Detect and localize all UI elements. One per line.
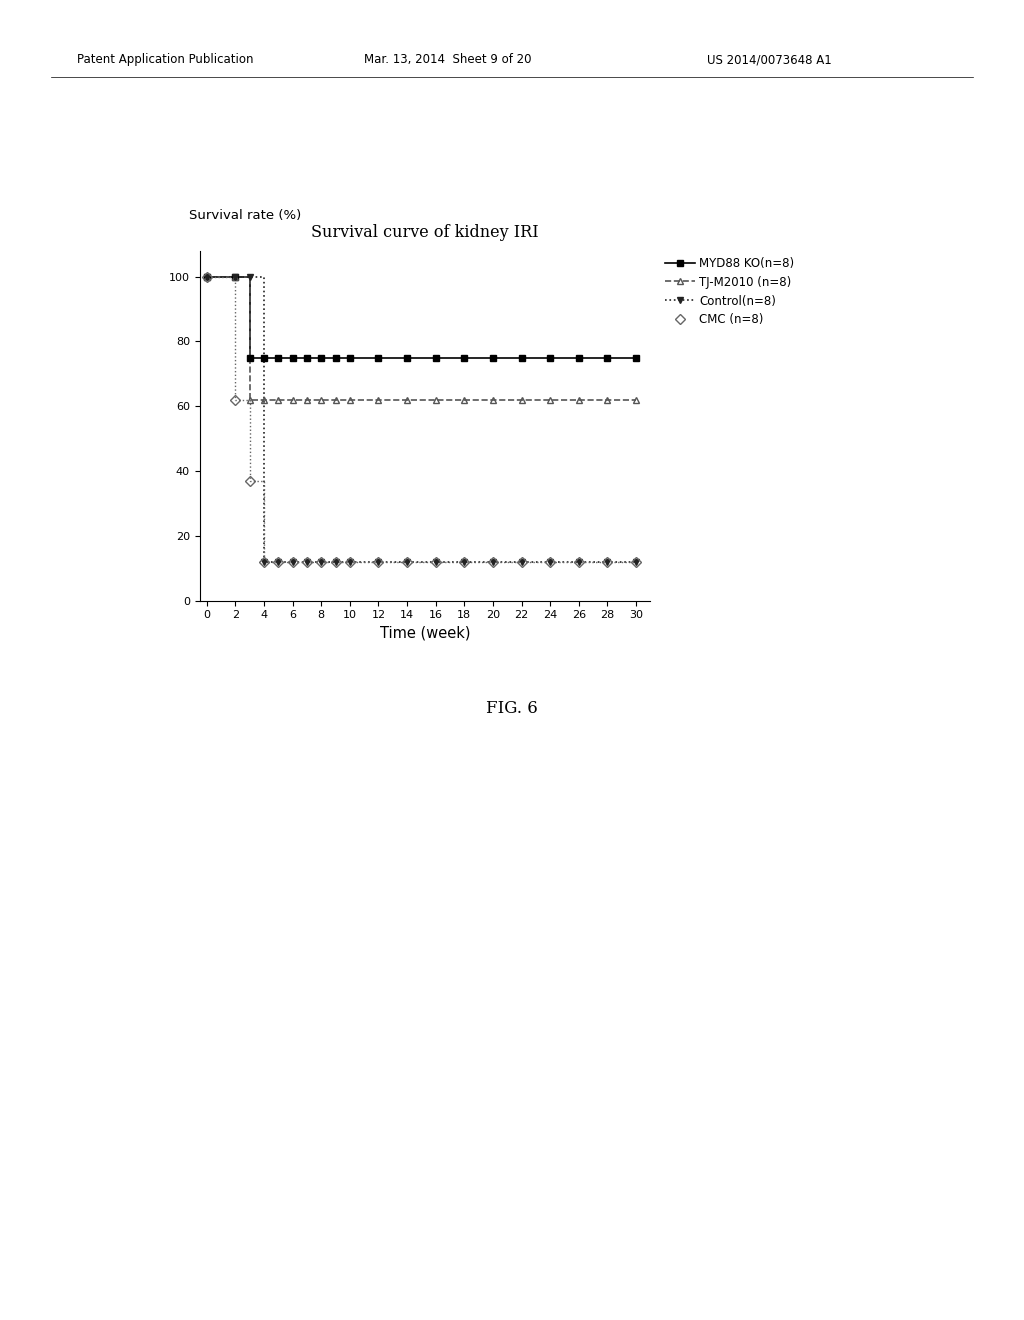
Legend: MYD88 KO(n=8), TJ-M2010 (n=8), Control(n=8), CMC (n=8): MYD88 KO(n=8), TJ-M2010 (n=8), Control(n… [666, 256, 795, 326]
Text: FIG. 6: FIG. 6 [486, 700, 538, 717]
Text: Survival rate (%): Survival rate (%) [189, 209, 302, 222]
Text: Patent Application Publication: Patent Application Publication [77, 53, 253, 66]
Text: Mar. 13, 2014  Sheet 9 of 20: Mar. 13, 2014 Sheet 9 of 20 [364, 53, 531, 66]
X-axis label: Time (week): Time (week) [380, 626, 470, 642]
Title: Survival curve of kidney IRI: Survival curve of kidney IRI [311, 224, 539, 242]
Text: US 2014/0073648 A1: US 2014/0073648 A1 [707, 53, 831, 66]
